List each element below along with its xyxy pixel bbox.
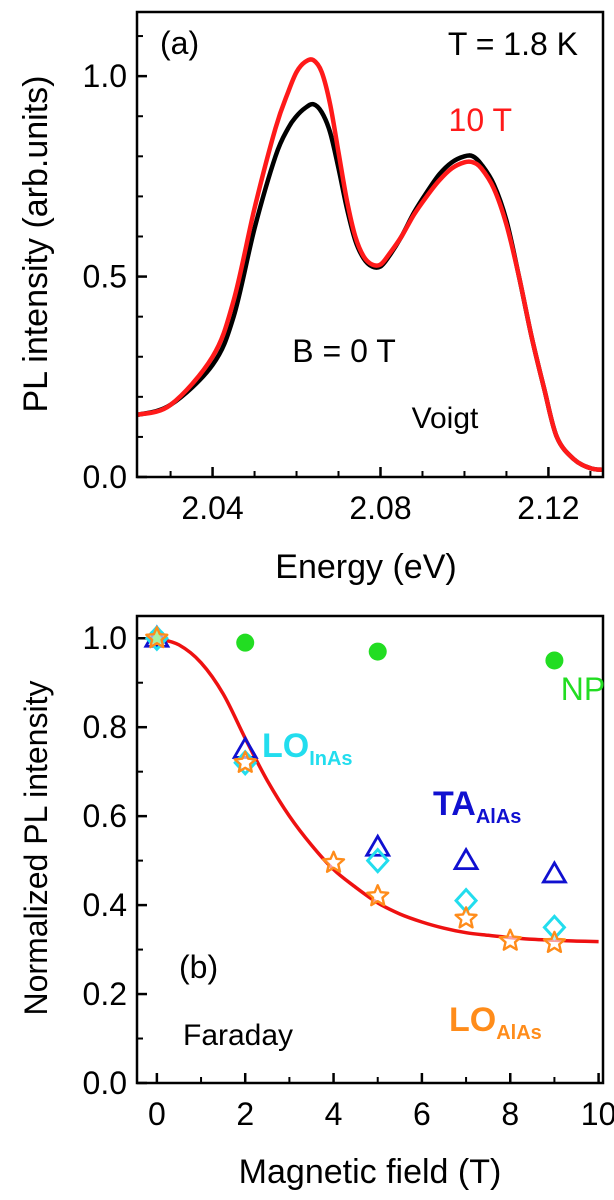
spectrum-b0-line [136, 101, 604, 473]
lo-alas-point [145, 626, 169, 649]
spectrum-b10-line [136, 57, 604, 473]
field-0t-annotation: B = 0 T [292, 333, 395, 369]
temperature-annotation: T = 1.8 K [448, 26, 578, 62]
panel-b-y-tick-label: 0.6 [83, 798, 127, 834]
panel-b-y-tick-label: 0.0 [83, 1065, 127, 1101]
panel-a-frame [135, 10, 605, 479]
panel-b-x-tick-label: 6 [413, 1096, 431, 1132]
lo-inas-point [365, 847, 390, 874]
panel-a-x-tick-label: 2.12 [517, 490, 579, 526]
panel-a-y-tick-label: 0.5 [83, 259, 127, 295]
panel-a-y-axis-label: PL intensity (arb.units) [17, 76, 55, 413]
panel-b-x-tick-label: 0 [148, 1096, 166, 1132]
faraday-annotation: Faraday [183, 1019, 293, 1052]
lo-alas-point [542, 930, 567, 953]
panel-b-label: (b) [179, 949, 218, 985]
panel-b-y-tick-label: 0.8 [83, 709, 127, 745]
lo-alas-point [366, 884, 390, 907]
panel-b-y-tick-label: 0.2 [83, 976, 127, 1012]
ta-point [540, 860, 568, 884]
lo-alas-label: LOAlAs [449, 1001, 542, 1044]
panel-b-y-tick-label: 0.4 [83, 887, 127, 923]
panel-a-x-tick-label: 2.04 [181, 490, 243, 526]
panel-b-frame [135, 614, 605, 1085]
voigt-annotation: Voigt [412, 402, 479, 435]
panel-b-x-axis-label: Magnetic field (T) [239, 1153, 502, 1191]
np-point [545, 651, 564, 670]
panel-b-x-tick-label: 8 [501, 1096, 519, 1132]
panel-a-ticks: 2.04 2.08 2.12 0.0 0.5 1.0 [83, 35, 592, 526]
panel-b-y-tick-label: 1.0 [83, 620, 127, 656]
lo-alas-point [321, 850, 346, 873]
panel-a-curves [136, 57, 604, 473]
ta-point [452, 846, 480, 871]
panel-a-label: (a) [160, 25, 199, 61]
panel-b-y-axis-label: Normalized PL intensity [18, 681, 54, 1016]
np-point [368, 642, 387, 661]
ta-alas-label: TAAlAs [433, 785, 521, 828]
lo-alas-point [498, 928, 522, 951]
fit-curve-line [156, 636, 599, 944]
lo-alas-point [454, 906, 478, 929]
panel-a-x-axis-label: Energy (eV) [275, 548, 456, 586]
panel-b-x-tick-label: 4 [325, 1096, 343, 1132]
panel-b: 0 2 4 6 8 10 0.0 0.2 0.4 0.6 0.8 1.0 (b) Faraday NP… [18, 614, 614, 1191]
panel-a-y-tick-label: 1.0 [83, 58, 127, 94]
lo-inas-label: LOInAs [262, 727, 353, 770]
panel-b-x-tick-label: 2 [236, 1096, 254, 1132]
np-label: NP [561, 671, 605, 707]
panel-a: 2.04 2.08 2.12 0.0 0.5 1.0 (a) T = 1.8 K 10 T… [17, 10, 605, 586]
panel-a-x-tick-label: 2.08 [349, 490, 411, 526]
ta-point [364, 833, 392, 857]
panel-b-marks [143, 624, 599, 953]
field-10t-annotation: 10 T [449, 102, 512, 138]
lo-alas-point [233, 750, 257, 773]
np-point [236, 633, 255, 652]
panel-b-ticks: 0 2 4 6 8 10 0.0 0.2 0.4 0.6 0.8 1.0 [83, 620, 614, 1132]
panel-b-x-tick-label: 10 [581, 1096, 614, 1132]
panel-a-y-tick-label: 0.0 [83, 459, 127, 495]
